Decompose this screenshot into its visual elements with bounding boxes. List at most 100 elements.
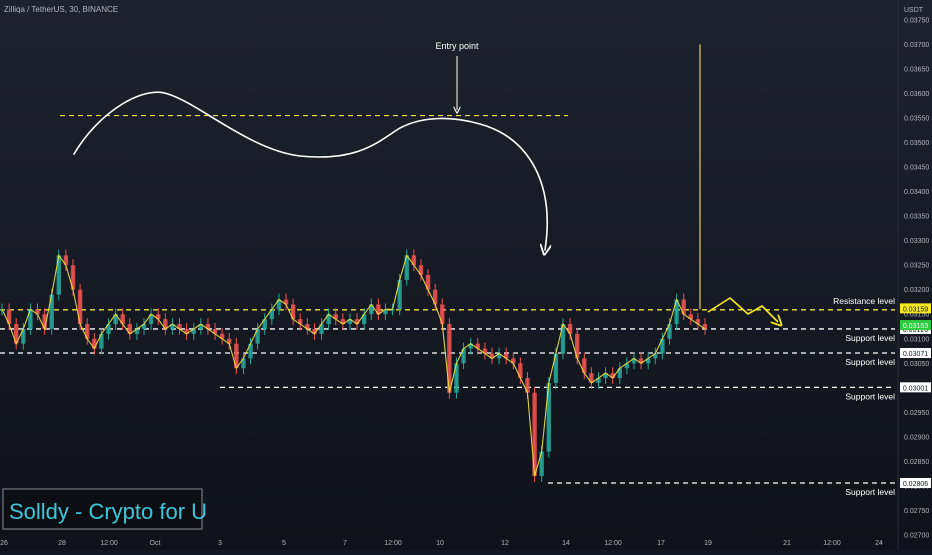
candle-body <box>645 358 651 364</box>
candle-body <box>468 343 473 349</box>
candle-body <box>397 279 402 310</box>
level-name: Support level <box>845 391 895 401</box>
candle-body <box>106 324 111 334</box>
y-tick-label: 0.03100 <box>904 336 929 343</box>
candle-body <box>631 358 637 364</box>
candle-body <box>532 392 537 477</box>
support-price-tag: 0.03001 <box>903 385 928 392</box>
symbol-info: Zilliqa / TetherUS, 30, BINANCE <box>4 5 118 14</box>
candle-body <box>567 324 573 334</box>
candle-body <box>383 309 388 315</box>
candle-body <box>390 309 395 311</box>
x-tick-label: 12:00 <box>384 540 402 547</box>
candle-body <box>184 328 189 334</box>
x-tick-label: 5 <box>282 540 286 547</box>
candle-body <box>376 304 381 315</box>
candle-body <box>262 319 267 329</box>
x-tick-label: 3 <box>218 540 222 547</box>
candle-body <box>205 324 211 329</box>
candle-body <box>120 314 125 325</box>
level-name: Support level <box>845 487 895 497</box>
support-resistance-levels: Resistance level Support level Support lev… <box>0 296 895 497</box>
candle-body <box>255 328 260 344</box>
x-tick-label: 12:00 <box>604 540 622 547</box>
support-price-tag-bg <box>900 348 931 358</box>
candle-body <box>99 333 104 349</box>
candle-body <box>198 324 204 329</box>
candle-body <box>312 328 317 334</box>
candle-body <box>14 324 19 344</box>
candle-body <box>674 299 679 325</box>
candle-body <box>35 309 40 315</box>
level-name: Support level <box>845 357 895 367</box>
candle-body <box>361 314 367 325</box>
candle-body <box>610 373 615 379</box>
candle-body <box>617 368 622 379</box>
candle-body <box>326 314 331 325</box>
candle-body <box>553 353 559 383</box>
projection-curve-arrow <box>73 91 547 250</box>
candle-body <box>667 324 672 339</box>
y-tick-label: 0.03300 <box>904 238 929 245</box>
candle-body <box>42 314 47 329</box>
y-tick-label: 0.03050 <box>904 361 929 368</box>
x-tick-label: 7 <box>343 540 347 547</box>
x-tick-label: 12:00 <box>823 540 841 547</box>
candle-body <box>21 328 26 344</box>
candle-body <box>319 324 324 334</box>
candle-body <box>702 324 708 329</box>
candle-body <box>70 265 76 290</box>
candle-body <box>269 309 275 320</box>
projection-zigzag-arrow <box>707 297 778 322</box>
x-tick-label: 21 <box>783 540 791 547</box>
x-tick-label: 10 <box>436 540 444 547</box>
candle-body <box>660 338 665 354</box>
watermark-box <box>2 488 203 530</box>
level-name: Resistance level <box>833 296 895 306</box>
candle-body <box>290 304 296 320</box>
candle-body <box>28 309 33 329</box>
x-tick-label: 19 <box>704 540 712 547</box>
y-tick-label: 0.02950 <box>904 410 929 417</box>
candle-body <box>624 363 630 369</box>
candle-body <box>333 314 338 320</box>
currency-label: USDT <box>904 7 924 14</box>
candle-body <box>582 358 587 374</box>
resistance-price-tag: 0.03159 <box>903 306 928 313</box>
level-name: Support level <box>845 333 895 343</box>
x-tick-label: 26 <box>0 540 8 547</box>
y-tick-label: 0.03550 <box>904 116 929 123</box>
candle-body <box>354 319 360 325</box>
resistance-price-tag-bg <box>900 303 931 314</box>
candle-body <box>461 348 466 364</box>
time-axis-ticks: 26 28 12:00 Oct 3 5 7 12:00 10 12 14 12:00 17 19 21 12:… <box>0 540 883 547</box>
candle-body <box>440 304 445 325</box>
candle-body <box>511 358 516 364</box>
candle-body <box>539 451 544 477</box>
candle-body <box>560 324 566 354</box>
price-series <box>0 249 708 483</box>
candle-body <box>475 343 480 349</box>
candle-body <box>177 324 182 329</box>
y-tick-label: 0.02850 <box>904 459 929 466</box>
candle-body <box>340 319 346 325</box>
x-tick-label: 14 <box>562 540 570 547</box>
current-price-tag: 0.03153 <box>903 323 928 330</box>
candle-body <box>418 265 424 275</box>
x-tick-label: 17 <box>657 540 665 547</box>
candle-body <box>305 324 310 329</box>
candle-body <box>695 319 701 325</box>
candle-body <box>113 314 118 325</box>
candle-body <box>92 338 97 349</box>
candle-body <box>688 314 693 320</box>
support-price-tag-bg <box>900 382 931 393</box>
candle-body <box>482 348 488 354</box>
y-tick-label: 0.03250 <box>904 263 929 270</box>
candle-body <box>148 314 154 325</box>
candle-body <box>283 299 289 305</box>
support-price-tag-bg <box>900 478 931 488</box>
y-tick-label: 0.02900 <box>904 434 929 441</box>
candle-body <box>681 299 686 315</box>
